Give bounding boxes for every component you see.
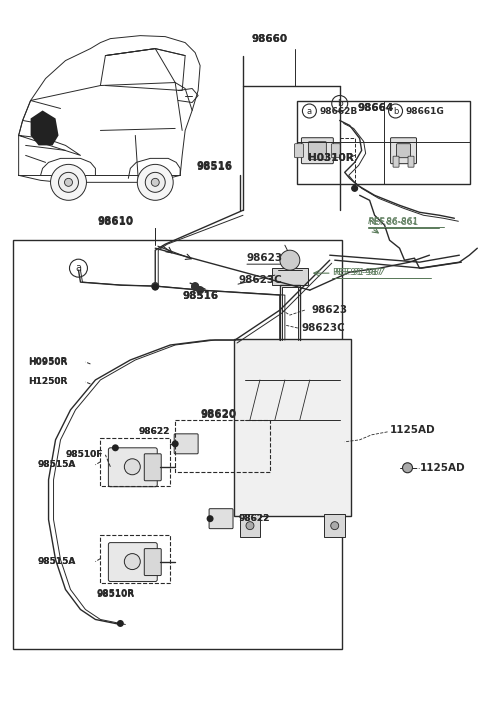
Text: b: b: [337, 99, 343, 108]
Text: a: a: [75, 263, 82, 273]
Circle shape: [206, 515, 214, 522]
Circle shape: [352, 186, 358, 191]
Text: 98664: 98664: [358, 103, 394, 113]
Text: 98622: 98622: [238, 514, 269, 523]
Text: REF.91-987: REF.91-987: [332, 268, 382, 277]
Circle shape: [151, 179, 159, 186]
Circle shape: [124, 553, 140, 569]
Text: 98516: 98516: [197, 162, 233, 172]
Circle shape: [197, 287, 204, 294]
Circle shape: [403, 463, 412, 472]
Text: 98516: 98516: [182, 291, 218, 301]
Circle shape: [124, 459, 140, 475]
Circle shape: [192, 283, 199, 290]
Circle shape: [172, 440, 179, 447]
Text: H0950R: H0950R: [29, 359, 68, 368]
Text: 1125AD: 1125AD: [420, 463, 465, 473]
Circle shape: [331, 522, 339, 529]
Text: a: a: [307, 107, 312, 115]
Circle shape: [112, 444, 119, 451]
Text: 1125AD: 1125AD: [390, 425, 435, 435]
Circle shape: [64, 179, 72, 186]
Circle shape: [50, 165, 86, 200]
Text: 98664: 98664: [358, 103, 394, 113]
Text: 98623: 98623: [312, 305, 348, 315]
Text: 98610: 98610: [97, 217, 133, 226]
FancyBboxPatch shape: [209, 509, 233, 529]
Text: 98510R: 98510R: [96, 589, 134, 598]
FancyBboxPatch shape: [324, 514, 345, 537]
FancyBboxPatch shape: [294, 143, 303, 157]
Text: 98623C: 98623C: [302, 323, 346, 333]
FancyBboxPatch shape: [396, 143, 410, 157]
Text: H0310R: H0310R: [308, 153, 354, 163]
Circle shape: [246, 522, 254, 529]
FancyBboxPatch shape: [391, 138, 417, 164]
FancyBboxPatch shape: [298, 101, 470, 183]
Text: 98623C: 98623C: [238, 275, 282, 285]
FancyBboxPatch shape: [234, 339, 351, 516]
Text: 98516: 98516: [197, 162, 233, 172]
Circle shape: [192, 283, 199, 290]
FancyBboxPatch shape: [393, 156, 399, 167]
FancyBboxPatch shape: [331, 143, 340, 157]
Text: 98515A: 98515A: [37, 460, 75, 470]
Text: 98623: 98623: [247, 253, 283, 263]
Text: 98622: 98622: [238, 514, 269, 523]
Circle shape: [280, 250, 300, 270]
Text: 98515A: 98515A: [37, 557, 75, 566]
Text: H1250R: H1250R: [29, 378, 68, 387]
Polygon shape: [31, 110, 59, 146]
Circle shape: [117, 620, 124, 627]
FancyBboxPatch shape: [309, 142, 326, 160]
Text: 98510R: 98510R: [96, 590, 134, 599]
Text: 98620: 98620: [200, 410, 236, 420]
Text: 98622: 98622: [139, 427, 170, 437]
FancyBboxPatch shape: [174, 434, 198, 454]
FancyBboxPatch shape: [240, 514, 261, 537]
Text: 98516: 98516: [182, 291, 218, 301]
Text: 98660: 98660: [252, 34, 288, 44]
Text: 98622: 98622: [139, 427, 170, 437]
Text: 98662B: 98662B: [319, 107, 358, 115]
Text: REF.91-987: REF.91-987: [335, 268, 385, 277]
FancyBboxPatch shape: [144, 454, 161, 481]
Text: 98515A: 98515A: [37, 557, 75, 566]
Text: H0950R: H0950R: [29, 358, 68, 366]
Circle shape: [152, 283, 159, 290]
Circle shape: [137, 165, 173, 200]
FancyBboxPatch shape: [301, 138, 333, 164]
FancyBboxPatch shape: [108, 448, 157, 486]
Text: 98510F: 98510F: [65, 451, 103, 459]
Circle shape: [152, 283, 159, 290]
FancyBboxPatch shape: [144, 548, 161, 576]
Text: REF.86-861: REF.86-861: [368, 217, 419, 226]
Text: b: b: [393, 107, 398, 115]
Circle shape: [145, 172, 165, 193]
Text: REF.86-861: REF.86-861: [368, 218, 418, 227]
Text: 98610: 98610: [97, 217, 133, 227]
Text: 98661G: 98661G: [406, 107, 444, 115]
Polygon shape: [272, 268, 308, 285]
FancyBboxPatch shape: [108, 543, 157, 581]
Circle shape: [59, 172, 78, 193]
Text: H0310R: H0310R: [308, 153, 354, 163]
Text: H1250R: H1250R: [29, 378, 68, 387]
Text: 98660: 98660: [252, 34, 288, 44]
Text: 98515A: 98515A: [37, 460, 75, 470]
FancyBboxPatch shape: [408, 156, 414, 167]
Text: 98510F: 98510F: [65, 451, 103, 459]
Text: 98620: 98620: [200, 409, 236, 419]
